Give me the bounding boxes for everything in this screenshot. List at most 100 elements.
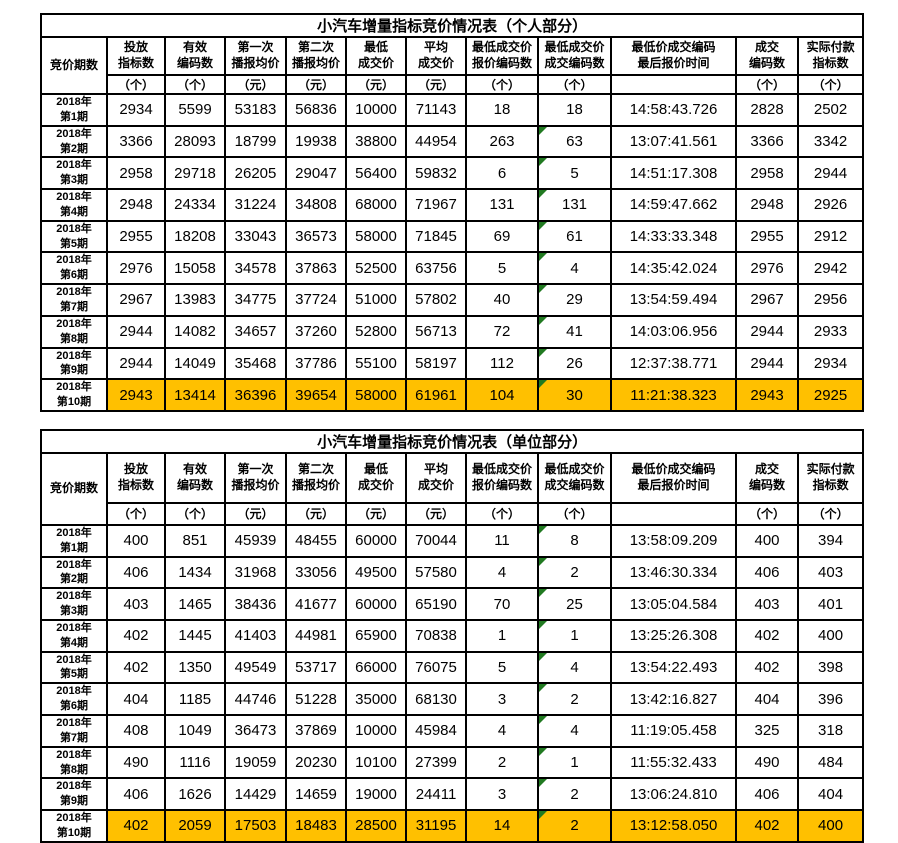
value-cell: 57580 [405, 555, 467, 590]
value-cell: 13:25:26.308 [610, 618, 737, 653]
bidding-table-unit: 小汽车增量指标竞价情况表（单位部分） 竞价期数 投放 指标数 有效 编码数 第一次 播报… [39, 428, 865, 843]
value-cell: 28093 [164, 124, 226, 159]
value-cell: 13:42:16.827 [610, 682, 737, 716]
value-cell: 18799 [224, 124, 287, 159]
table-row: 2018年 第9期 2944 14049 35468 37786 55100 58197 11… [40, 346, 865, 381]
green-triangle-icon [540, 127, 547, 135]
column-header: 有效 编码数 [164, 451, 226, 504]
table-gap [40, 412, 898, 429]
value-cell: 38436 [224, 587, 287, 621]
value-cell: 2 [465, 745, 539, 780]
value-cell: 58197 [405, 346, 467, 381]
value-cell: 51228 [285, 682, 347, 716]
period-cell: 2018年 第3期 [40, 587, 108, 621]
column-unit: （元） [345, 501, 407, 526]
value-cell: 18 [465, 93, 539, 127]
value-cell: 76075 [405, 650, 467, 685]
column-header: 投放 指标数 [106, 451, 166, 504]
value-cell: 27399 [405, 745, 467, 780]
value-cell: 8 [537, 523, 612, 558]
value-cell: 10100 [345, 745, 407, 780]
value-cell: 4 [537, 650, 612, 685]
value-cell: 2956 [796, 283, 865, 317]
value-cell: 2944 [106, 314, 166, 349]
value-cell: 58000 [345, 219, 407, 254]
column-unit: （元） [285, 501, 347, 526]
value-cell: 60000 [345, 523, 407, 558]
table-row: 2018年 第5期 402 1350 49549 53717 66000 76075 5 4 13… [40, 650, 865, 685]
header-name-row: 竞价期数 投放 指标数 有效 编码数 第一次 播报均价 第二次 播报均价 最低 成交价 平均… [40, 451, 865, 526]
column-unit: （元） [285, 74, 347, 95]
value-cell: 1350 [164, 650, 226, 685]
table-row: 2018年 第10期 402 2059 17503 18483 28500 31195 14 2… [40, 809, 865, 843]
column-unit: （个） [796, 74, 865, 95]
value-cell: 1434 [164, 555, 226, 590]
value-cell: 24411 [405, 777, 467, 812]
value-cell: 56713 [405, 314, 467, 349]
column-header: 第二次 播报均价 [285, 36, 347, 76]
period-cell: 2018年 第7期 [40, 714, 108, 748]
value-cell: 404 [796, 777, 865, 812]
table-row: 2018年 第9期 406 1626 14429 14659 19000 24411 3 2 13… [40, 777, 865, 812]
value-cell: 49549 [224, 650, 287, 685]
column-header: 成交 编码数 [735, 451, 799, 504]
value-cell: 112 [465, 346, 539, 381]
value-cell: 2502 [796, 93, 865, 127]
value-cell: 2 [537, 682, 612, 716]
value-cell: 5 [537, 156, 612, 191]
header-unit-row: （个） （个） （元） （元） （元） （元） （个） （个） （个） （个） [41, 501, 865, 526]
value-cell: 36473 [224, 714, 287, 748]
green-triangle-icon [540, 590, 547, 598]
value-cell: 2967 [106, 283, 166, 317]
value-cell: 3 [465, 777, 539, 812]
value-cell: 37724 [285, 283, 347, 317]
column-unit: （元） [345, 74, 407, 95]
value-cell: 402 [735, 650, 799, 685]
value-cell: 1185 [164, 682, 226, 716]
value-cell: 2958 [106, 156, 166, 191]
table-row: 2018年 第10期 2943 13414 36396 39654 58000 61961 1… [40, 378, 865, 412]
value-cell: 41677 [285, 587, 347, 621]
column-unit: （个） [796, 501, 865, 526]
value-cell: 13:06:24.810 [610, 777, 737, 812]
value-cell: 61 [537, 219, 612, 254]
period-cell: 2018年 第10期 [40, 378, 108, 412]
column-unit: （个） [164, 501, 226, 526]
value-cell: 14:33:33.348 [610, 219, 737, 254]
period-cell: 2018年 第5期 [40, 219, 108, 254]
column-header: 第一次 播报均价 [224, 451, 287, 504]
value-cell: 14049 [164, 346, 226, 381]
value-cell: 17503 [224, 809, 287, 843]
value-cell: 39654 [285, 378, 347, 412]
value-cell: 131 [537, 188, 612, 222]
value-cell: 1626 [164, 777, 226, 812]
column-unit: （个） [537, 74, 612, 95]
value-cell: 63756 [405, 251, 467, 286]
value-cell: 400 [106, 523, 166, 558]
column-unit [610, 501, 737, 526]
green-triangle-icon [540, 812, 547, 820]
value-cell: 2934 [796, 346, 865, 381]
value-cell: 65900 [345, 618, 407, 653]
value-cell: 11 [465, 523, 539, 558]
value-cell: 35000 [345, 682, 407, 716]
value-cell: 14659 [285, 777, 347, 812]
value-cell: 25 [537, 587, 612, 621]
value-cell: 131 [465, 188, 539, 222]
table-row: 2018年 第5期 2955 18208 33043 36573 58000 71845 69… [40, 219, 865, 254]
value-cell: 11:21:38.323 [610, 378, 737, 412]
value-cell: 851 [164, 523, 226, 558]
column-header: 第一次 播报均价 [224, 36, 287, 76]
green-triangle-icon [540, 685, 547, 693]
value-cell: 318 [796, 714, 865, 748]
value-cell: 406 [735, 777, 799, 812]
value-cell: 404 [106, 682, 166, 716]
table-row: 2018年 第1期 2934 5599 53183 56836 10000 71143 18 1… [40, 93, 865, 127]
value-cell: 1 [465, 618, 539, 653]
green-triangle-icon [540, 716, 547, 724]
value-cell: 2934 [106, 93, 166, 127]
value-cell: 13:54:22.493 [610, 650, 737, 685]
value-cell: 35468 [224, 346, 287, 381]
value-cell: 65190 [405, 587, 467, 621]
header-unit-row: （个） （个） （元） （元） （元） （元） （个） （个） （个） （个） [41, 74, 865, 95]
